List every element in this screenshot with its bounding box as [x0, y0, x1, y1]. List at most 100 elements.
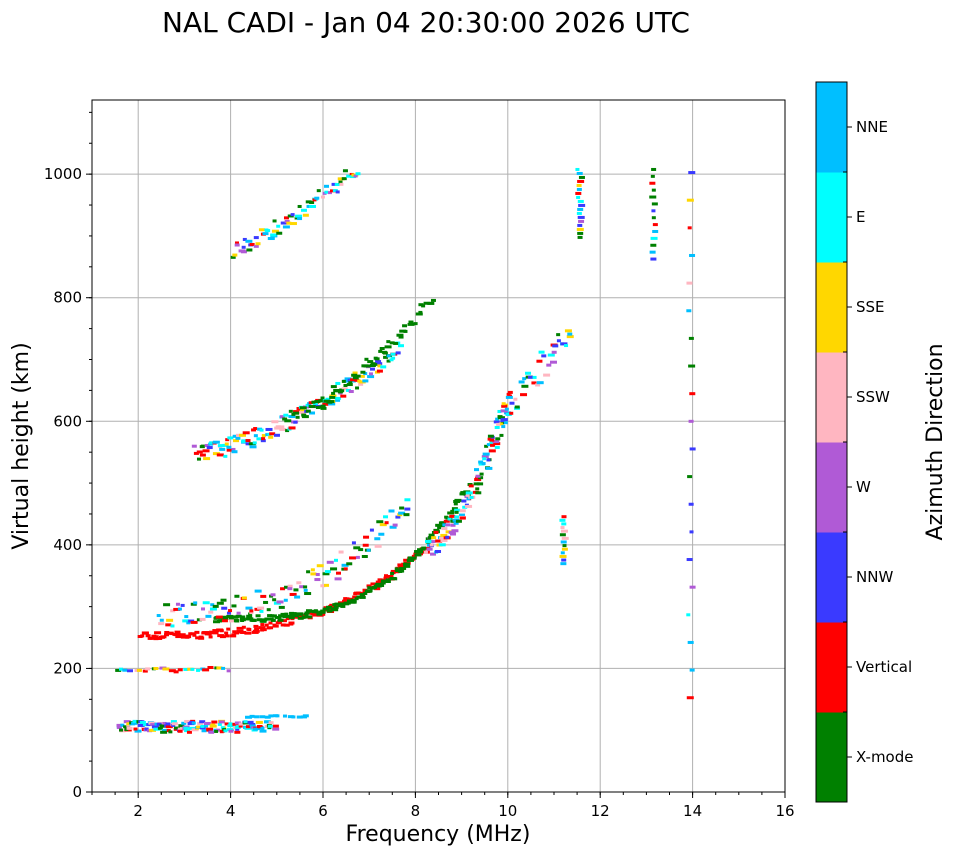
echo-mark — [423, 301, 431, 305]
echo-mark — [318, 399, 325, 403]
echo-mark — [346, 174, 354, 178]
echo-mark — [309, 411, 316, 415]
echo-mark — [448, 530, 456, 534]
echo-mark — [234, 730, 241, 734]
echo-mark — [234, 619, 240, 623]
echo-mark — [281, 619, 287, 623]
echo-mark — [303, 588, 308, 592]
colorbar-segment — [816, 622, 847, 713]
echo-mark — [196, 725, 201, 729]
colorbar-tick-label: X-mode — [856, 748, 913, 766]
echo-mark — [196, 618, 202, 622]
echo-mark — [262, 232, 269, 236]
echo-mark — [577, 215, 585, 219]
echo-mark — [353, 592, 358, 596]
echo-mark — [330, 567, 338, 571]
echo-mark — [246, 614, 253, 618]
echo-mark — [287, 715, 294, 719]
echo-mark — [256, 727, 261, 731]
echo-mark — [386, 340, 391, 344]
echo-mark — [652, 229, 659, 233]
echo-mark — [577, 235, 583, 239]
echo-mark — [353, 546, 361, 550]
echo-mark — [290, 213, 295, 217]
echo-mark — [226, 627, 231, 631]
echo-mark — [170, 720, 177, 724]
echo-mark — [335, 381, 341, 385]
echo-mark — [370, 582, 378, 586]
x-axis-label: Frequency (MHz) — [346, 822, 531, 847]
echo-mark — [266, 617, 274, 621]
echo-mark — [556, 333, 561, 337]
echo-mark — [231, 604, 237, 608]
echo-mark — [342, 599, 349, 603]
echo-mark — [260, 726, 265, 730]
echo-mark — [238, 722, 245, 726]
echo-mark — [264, 623, 269, 627]
echo-mark — [443, 519, 450, 523]
echo-mark — [689, 253, 696, 257]
echo-mark — [688, 364, 696, 368]
echo-mark — [219, 730, 224, 734]
echo-mark — [242, 237, 247, 241]
echo-mark — [320, 404, 326, 408]
echo-mark — [355, 386, 360, 390]
echo-mark — [265, 427, 273, 431]
echo-mark — [551, 350, 557, 354]
echo-mark — [309, 204, 317, 208]
echo-mark — [242, 431, 250, 435]
echo-mark — [358, 380, 366, 384]
echo-mark — [407, 558, 415, 562]
echo-mark — [271, 229, 279, 233]
echo-mark — [284, 612, 289, 616]
echo-mark — [403, 513, 410, 517]
echo-mark — [360, 370, 366, 374]
echo-mark — [308, 401, 313, 405]
echo-mark — [310, 568, 315, 572]
echo-mark — [577, 179, 585, 183]
echo-mark — [348, 390, 354, 394]
echo-mark — [249, 722, 256, 726]
echo-mark — [337, 604, 343, 608]
echo-mark — [326, 560, 334, 564]
echo-mark — [263, 720, 271, 724]
echo-mark — [454, 510, 459, 514]
colorbar-frame — [815, 81, 848, 803]
echo-mark — [289, 612, 297, 616]
echo-mark — [341, 177, 347, 181]
echo-mark — [332, 603, 337, 607]
echo-mark — [266, 608, 271, 612]
echo-mark — [305, 403, 311, 407]
echo-mark — [499, 433, 504, 437]
echo-mark — [169, 632, 174, 636]
echo-mark — [501, 404, 508, 408]
echo-mark — [207, 665, 214, 669]
echo-mark — [384, 521, 389, 525]
echo-mark — [137, 723, 145, 727]
echo-mark — [217, 444, 225, 448]
echo-mark — [219, 447, 226, 451]
echo-mark — [227, 724, 235, 728]
echo-mark — [280, 221, 288, 225]
echo-mark — [293, 411, 300, 415]
echo-mark — [686, 696, 694, 700]
echo-mark — [329, 603, 336, 607]
echo-mark — [186, 730, 192, 734]
echo-mark — [241, 596, 247, 600]
echo-mark — [177, 727, 185, 731]
echo-mark — [219, 635, 226, 639]
echo-mark — [134, 729, 142, 733]
echo-mark — [385, 578, 390, 582]
echo-mark — [404, 498, 411, 502]
echo-mark — [359, 595, 366, 599]
echo-mark — [278, 425, 285, 429]
echo-mark — [245, 239, 253, 243]
echo-mark — [320, 584, 326, 588]
echo-mark — [451, 507, 458, 511]
echo-mark — [191, 721, 196, 725]
echo-mark — [649, 195, 657, 199]
echo-mark — [265, 229, 271, 233]
echo-mark — [339, 182, 344, 186]
echo-mark — [228, 609, 233, 613]
echo-mark — [310, 572, 317, 576]
